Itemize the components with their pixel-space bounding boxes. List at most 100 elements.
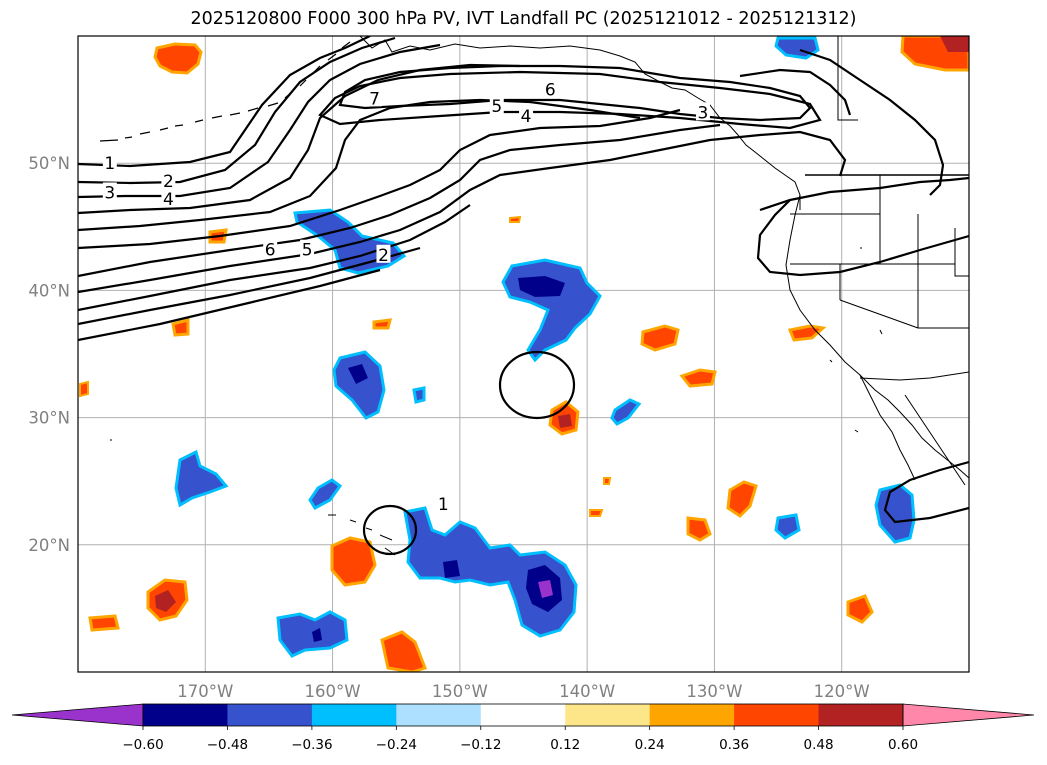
baja-california	[859, 374, 916, 481]
contour-label: 3	[698, 103, 709, 123]
colorbar-bin	[143, 704, 228, 726]
positive-anomaly-patch	[846, 594, 874, 624]
negative-anomaly-core	[312, 628, 322, 642]
colorbar-min-extend	[11, 703, 144, 727]
contour-label-bg	[102, 153, 117, 172]
contour-label: 4	[163, 190, 174, 210]
positive-anomaly-patch	[330, 536, 377, 587]
lat-tick-label: 50°N	[28, 154, 70, 173]
contour-label: 1	[438, 495, 449, 515]
lat-tick-label: 20°N	[28, 536, 70, 555]
negative-anomaly-patch	[308, 478, 343, 510]
colorbar-tick-label: 0.24	[635, 737, 665, 753]
contour-line	[78, 36, 396, 185]
colorbar-bin	[734, 704, 820, 726]
colorbar-tick-label: −0.24	[376, 737, 417, 753]
contour-label-bg	[300, 239, 315, 258]
us-mexico-border	[859, 371, 969, 381]
positive-anomaly-patch	[88, 614, 120, 632]
lon-tick-label: 140°W	[559, 682, 615, 701]
positive-anomaly-patch	[589, 509, 604, 517]
negative-anomaly-patch	[332, 350, 386, 420]
colorbar: −0.60 −0.48 −0.36 −0.24 −0.12 0.12 0.24 0.36 0.4…	[11, 703, 1035, 753]
contour-line	[883, 460, 969, 524]
contour-label: 1	[104, 154, 115, 174]
colorbar-tick-label: −0.48	[207, 737, 248, 753]
contour-line	[759, 176, 969, 212]
negative-anomaly-patch	[610, 398, 642, 426]
negative-anomaly-patch	[412, 386, 426, 404]
colorbar-bin	[480, 704, 566, 726]
colorbar-outline	[142, 703, 904, 727]
positive-anomaly-patch	[171, 318, 190, 337]
lon-tick-label: 130°W	[686, 682, 742, 701]
lon-tick-label: 150°W	[432, 682, 488, 701]
positive-anomaly-patch	[603, 477, 612, 485]
contour-line	[78, 204, 471, 312]
contour-closed-loop	[498, 350, 576, 420]
positive-anomaly-patch	[153, 42, 203, 75]
colorbar-bin	[311, 704, 397, 726]
contour-label: 6	[545, 80, 556, 100]
lon-tick-label: 170°W	[177, 682, 233, 701]
positive-anomaly-patch	[679, 368, 717, 388]
colorbar-bin	[227, 704, 313, 726]
small-islands	[110, 247, 883, 441]
lat-tick-label: 30°N	[28, 409, 70, 428]
lon-tick-label: 120°W	[814, 682, 870, 701]
negative-anomaly-core	[443, 560, 460, 578]
contour-closed-loop	[362, 504, 418, 556]
contour-label-bg	[519, 106, 534, 125]
positive-anomaly-core	[155, 590, 176, 612]
contour-label: 4	[521, 107, 532, 127]
contour-label-bg	[543, 79, 558, 98]
positive-anomaly-patch	[640, 324, 680, 352]
colorbar-tick-label: 0.12	[550, 737, 580, 753]
contour-label-bg	[376, 244, 391, 263]
gridlines	[78, 36, 969, 672]
hawaiian-islands	[328, 514, 396, 556]
colorbar-bin	[649, 704, 735, 726]
negative-anomaly-core	[518, 276, 565, 297]
colorbar-bin	[565, 704, 651, 726]
coast-region-lines	[837, 36, 858, 121]
negative-anomaly-patch	[774, 513, 801, 540]
negative-anomaly-patch	[174, 449, 229, 508]
colorbar-tick-label: 0.36	[719, 737, 749, 753]
contour-label-bg	[436, 494, 451, 513]
contour-line	[78, 268, 381, 342]
contour-line	[318, 70, 822, 130]
colorbar-tick-label: 0.60	[888, 737, 918, 753]
colorbar-bin	[818, 704, 904, 726]
contour-label-bg	[489, 95, 504, 114]
contour-labels: 123 46 5 27 564 31	[102, 79, 710, 515]
contour-line	[799, 48, 945, 196]
contour-label: 2	[378, 246, 389, 266]
contour-line	[739, 68, 852, 116]
contour-line	[78, 130, 847, 294]
colorbar-bin	[396, 704, 482, 726]
positive-anomaly-patch	[726, 480, 758, 518]
colorbar-tick-label: −0.36	[291, 737, 332, 753]
positive-anomaly-patch	[372, 318, 392, 330]
colorbar-tick-label: −0.12	[460, 737, 501, 753]
longitude-labels: 170°W 160°W 150°W 140°W 130°W 120°W	[177, 682, 869, 701]
contour-label-bg	[161, 188, 176, 207]
lat-tick-label: 40°N	[28, 281, 70, 300]
latitude-labels: 20°N 30°N 40°N 50°N	[28, 154, 70, 555]
negative-anomaly-core	[538, 580, 553, 598]
contour-line	[78, 108, 681, 250]
positive-anomaly-patch	[380, 630, 427, 672]
contour-label-bg	[263, 239, 278, 258]
contour-label-bg	[102, 182, 117, 201]
lon-tick-label: 160°W	[305, 682, 361, 701]
contour-line	[78, 123, 721, 278]
negative-anomaly-core	[348, 364, 368, 384]
gulf-of-california-coast	[904, 394, 966, 486]
contour-label: 3	[104, 183, 115, 203]
positive-anomaly-core	[558, 414, 572, 428]
chart-title: 2025120800 F000 300 hPa PV, IVT Landfall…	[190, 9, 857, 29]
contour-label: 5	[491, 97, 502, 117]
positive-anomaly-patch	[509, 215, 522, 223]
